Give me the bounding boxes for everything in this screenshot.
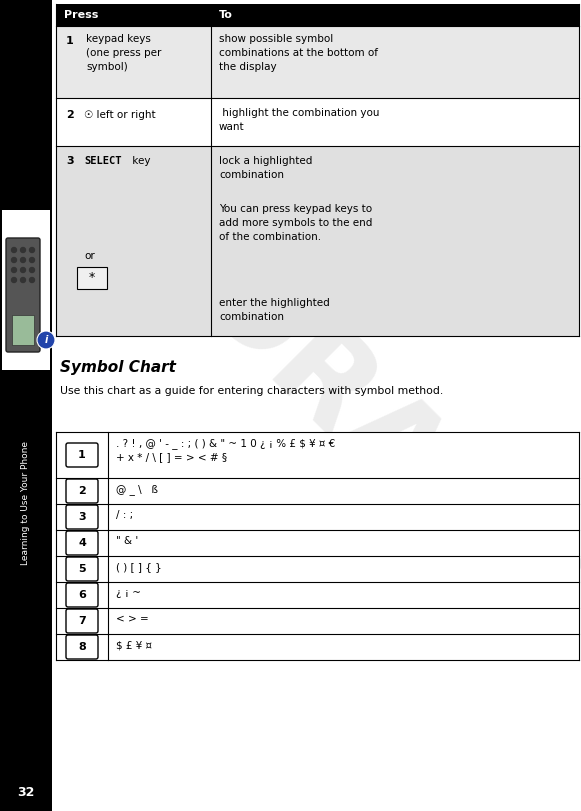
Circle shape xyxy=(30,247,34,252)
Bar xyxy=(56,608,579,634)
FancyBboxPatch shape xyxy=(66,609,98,633)
Bar xyxy=(56,582,579,608)
Text: key: key xyxy=(129,156,150,166)
Circle shape xyxy=(20,277,26,282)
Text: i: i xyxy=(44,335,48,345)
Circle shape xyxy=(30,277,34,282)
Text: 1: 1 xyxy=(78,450,86,460)
Circle shape xyxy=(20,268,26,272)
Bar xyxy=(56,4,579,26)
Text: Press: Press xyxy=(64,10,98,20)
Text: " & ': " & ' xyxy=(116,536,138,546)
Text: 3: 3 xyxy=(78,512,86,522)
Text: Use this chart as a guide for entering characters with symbol method.: Use this chart as a guide for entering c… xyxy=(60,386,443,396)
FancyBboxPatch shape xyxy=(77,267,107,289)
Circle shape xyxy=(12,247,16,252)
Bar xyxy=(56,504,579,530)
Bar xyxy=(2,210,50,370)
FancyBboxPatch shape xyxy=(66,583,98,607)
Text: lock a highlighted
combination: lock a highlighted combination xyxy=(219,156,313,180)
Text: ( ) [ ] { }: ( ) [ ] { } xyxy=(116,562,162,572)
Bar xyxy=(56,478,579,504)
Bar xyxy=(12,315,34,345)
Text: highlight the combination you
want: highlight the combination you want xyxy=(219,108,379,132)
Text: *: * xyxy=(89,272,95,285)
FancyBboxPatch shape xyxy=(6,238,40,352)
Bar xyxy=(56,432,579,478)
Text: ☉ left or right: ☉ left or right xyxy=(84,110,156,120)
Bar xyxy=(0,0,52,811)
Text: enter the highlighted
combination: enter the highlighted combination xyxy=(219,298,330,322)
Text: Learning to Use Your Phone: Learning to Use Your Phone xyxy=(21,441,30,564)
Text: show possible symbol
combinations at the bottom of
the display: show possible symbol combinations at the… xyxy=(219,34,378,72)
FancyBboxPatch shape xyxy=(66,635,98,659)
Text: 4: 4 xyxy=(78,538,86,548)
Text: ¿ ¡ ~: ¿ ¡ ~ xyxy=(116,588,141,598)
FancyBboxPatch shape xyxy=(66,479,98,503)
Text: . ? ! , @ ' - _ : ; ( ) & " ~ 1 0 ¿ ¡ % £ $ ¥ ¤ €
+ x * / \ [ ] = > < # §: . ? ! , @ ' - _ : ; ( ) & " ~ 1 0 ¿ ¡ % … xyxy=(116,438,335,462)
Text: 7: 7 xyxy=(78,616,86,626)
Text: 2: 2 xyxy=(78,486,86,496)
Text: 6: 6 xyxy=(78,590,86,600)
Text: 1: 1 xyxy=(66,36,74,46)
FancyBboxPatch shape xyxy=(66,443,98,467)
FancyBboxPatch shape xyxy=(66,531,98,555)
Bar xyxy=(56,634,579,660)
Circle shape xyxy=(20,258,26,263)
Text: / : ;: / : ; xyxy=(116,510,133,520)
Text: To: To xyxy=(219,10,233,20)
Circle shape xyxy=(12,258,16,263)
Bar xyxy=(56,556,579,582)
Text: keypad keys
(one press per
symbol): keypad keys (one press per symbol) xyxy=(86,34,162,72)
Text: or: or xyxy=(84,251,95,261)
Text: 2: 2 xyxy=(66,110,74,120)
Bar xyxy=(56,530,579,556)
Text: $ £ ¥ ¤: $ £ ¥ ¤ xyxy=(116,640,152,650)
Text: DRAFT: DRAFT xyxy=(170,238,581,654)
Bar xyxy=(56,146,579,336)
Circle shape xyxy=(30,258,34,263)
Text: @ _ \   ß: @ _ \ ß xyxy=(116,484,158,495)
Bar xyxy=(56,26,579,98)
Circle shape xyxy=(37,331,55,349)
Circle shape xyxy=(30,268,34,272)
Circle shape xyxy=(12,277,16,282)
Text: You can press keypad keys to
add more symbols to the end
of the combination.: You can press keypad keys to add more sy… xyxy=(219,204,372,242)
Text: SELECT: SELECT xyxy=(84,156,121,166)
Text: 8: 8 xyxy=(78,642,86,652)
FancyBboxPatch shape xyxy=(66,557,98,581)
Text: < > =: < > = xyxy=(116,614,149,624)
Text: Symbol Chart: Symbol Chart xyxy=(60,360,176,375)
Text: 3: 3 xyxy=(66,156,74,166)
Text: 32: 32 xyxy=(17,787,35,800)
Bar xyxy=(56,98,579,146)
Circle shape xyxy=(20,247,26,252)
FancyBboxPatch shape xyxy=(66,505,98,529)
Text: 5: 5 xyxy=(78,564,86,574)
Circle shape xyxy=(12,268,16,272)
